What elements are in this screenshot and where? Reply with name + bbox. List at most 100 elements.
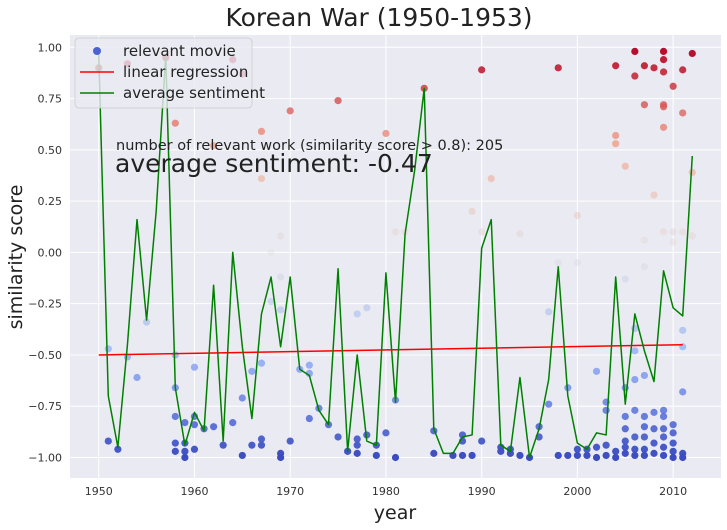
data-point [171,439,179,447]
data-point [478,66,486,74]
data-point [659,103,668,111]
average-sentiment-line [97,53,694,459]
y-tick-labels: −1.00 −0.75 −0.50 −0.25 0.00 0.25 0.50 0.75 1.00 [28,41,62,464]
data-point [631,451,639,460]
data-point [430,449,438,457]
data-point [640,451,649,460]
data-point [659,406,668,414]
data-point [391,228,400,236]
data-point [592,453,601,462]
data-point [257,435,266,443]
data-point [621,275,629,283]
data-point [305,361,313,369]
data-point [305,414,313,423]
y-tick-label: −1.00 [28,451,62,464]
data-point [679,109,687,117]
data-point [219,441,227,449]
data-point [659,425,668,433]
data-point [669,429,677,437]
data-point [238,394,246,402]
data-point [659,123,668,131]
data-point [659,228,668,236]
data-point [248,441,256,449]
data-point [391,453,400,462]
data-point [640,412,649,421]
data-point [257,174,266,183]
data-point [659,68,668,76]
data-point [669,447,677,455]
data-point [669,228,677,236]
data-point [669,421,677,429]
data-point [353,310,361,318]
data-point [238,451,246,460]
relevant-count-annotation: number of relevant work (similarity scor… [116,138,503,154]
data-point [382,129,390,138]
x-tick-label: 1950 [85,485,113,498]
data-point [181,447,189,455]
data-point [688,168,696,177]
data-point [257,359,266,367]
data-point [659,443,668,451]
data-point [669,82,677,90]
data-point [573,259,581,267]
data-point [650,191,658,199]
data-point [468,207,476,215]
y-tick-label: 0.25 [38,195,63,208]
data-point [650,64,658,72]
data-point [171,351,179,359]
data-point [650,408,658,416]
data-point [382,429,390,437]
data-point [334,97,342,105]
data-point [631,433,639,441]
data-point [104,345,112,353]
data-point [688,232,696,240]
legend-box [74,37,253,109]
data-point [669,439,677,447]
data-point [363,304,371,312]
data-point [669,453,677,462]
data-point [334,433,342,441]
data-point [612,62,620,70]
data-point [631,47,639,56]
data-point [583,451,591,460]
data-point [640,445,649,453]
data-point [190,363,199,371]
data-point [640,62,649,70]
y-axis-label: similarity score [5,185,27,330]
chart-title: Korean War (1950-1953) [225,3,532,32]
data-point [621,162,629,170]
data-point [659,412,668,421]
data-point [277,273,285,281]
x-tick-label: 1990 [468,485,496,498]
data-point [640,423,649,431]
data-point [621,437,629,445]
data-point [612,140,620,148]
data-point [650,439,658,447]
y-tick-label: 1.00 [38,41,63,54]
data-point [554,259,562,267]
data-point [372,451,380,460]
data-point [277,232,285,240]
data-point [210,423,218,431]
data-point [631,375,639,384]
data-point [478,437,486,445]
data-point [190,421,199,429]
data-point [640,263,649,271]
data-point [104,437,112,445]
average-sentiment-annotation: average sentiment: -0.47 [115,149,433,178]
y-tick-label: 0.75 [38,93,63,106]
data-point [573,445,581,453]
data-point [516,451,524,460]
data-point [631,406,639,414]
data-point [487,174,495,183]
data-point [171,119,179,127]
data-point [602,406,610,414]
legend: relevant movie linear regression average s… [74,37,265,109]
series-lines [97,53,694,459]
x-tick-label: 2010 [659,485,687,498]
data-point [353,441,361,449]
data-point [353,449,361,457]
data-point [602,451,610,460]
data-point [554,64,562,72]
data-point [229,419,237,427]
